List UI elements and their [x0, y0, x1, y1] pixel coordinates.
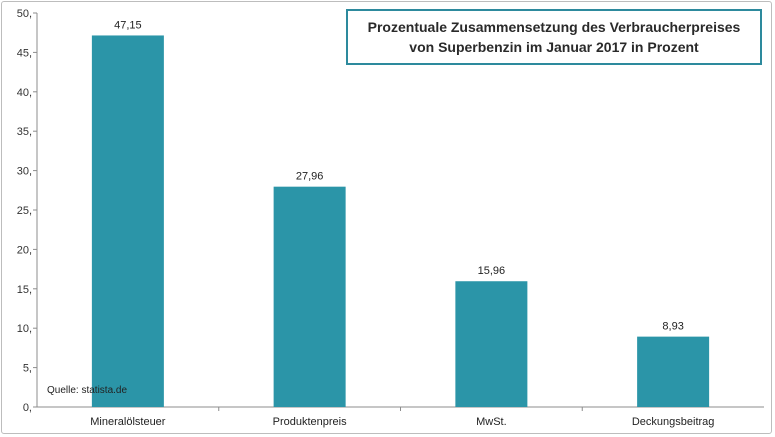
- y-tick-label: 15,: [17, 284, 32, 296]
- bar: [273, 186, 346, 407]
- data-label: 15,96: [478, 265, 506, 277]
- y-tick-label: 45,: [17, 47, 32, 59]
- source-label: Quelle: statista.de: [47, 385, 127, 396]
- bar: [455, 281, 528, 407]
- bar: [637, 336, 710, 407]
- bar: [91, 35, 164, 407]
- data-label: 8,93: [662, 321, 683, 333]
- chart-title-box: Prozentuale Zusammensetzung des Verbrauc…: [346, 9, 762, 65]
- y-tick-label: 20,: [17, 244, 32, 256]
- x-category-label: MwSt.: [476, 416, 507, 428]
- chart-title-line-1: Prozentuale Zusammensetzung des Verbrauc…: [367, 19, 741, 35]
- x-category-label: Deckungsbeitrag: [632, 416, 715, 428]
- y-tick-label: 40,: [17, 87, 32, 99]
- y-tick-label: 10,: [17, 323, 32, 335]
- data-label: 27,96: [296, 171, 324, 183]
- x-category-label: Produktenpreis: [273, 416, 347, 428]
- data-label: 47,15: [114, 19, 142, 31]
- y-tick-label: 30,: [17, 166, 32, 178]
- y-tick-label: 50,: [17, 8, 32, 20]
- chart-title-line-2: von Superbenzin im Januar 2017 in Prozen…: [409, 39, 699, 55]
- y-tick-label: 25,: [17, 205, 32, 217]
- y-tick-label: 35,: [17, 126, 32, 138]
- y-tick-label: 5,: [23, 363, 32, 375]
- x-category-label: Mineralölsteuer: [90, 416, 166, 428]
- y-tick-label: 0,: [23, 402, 32, 414]
